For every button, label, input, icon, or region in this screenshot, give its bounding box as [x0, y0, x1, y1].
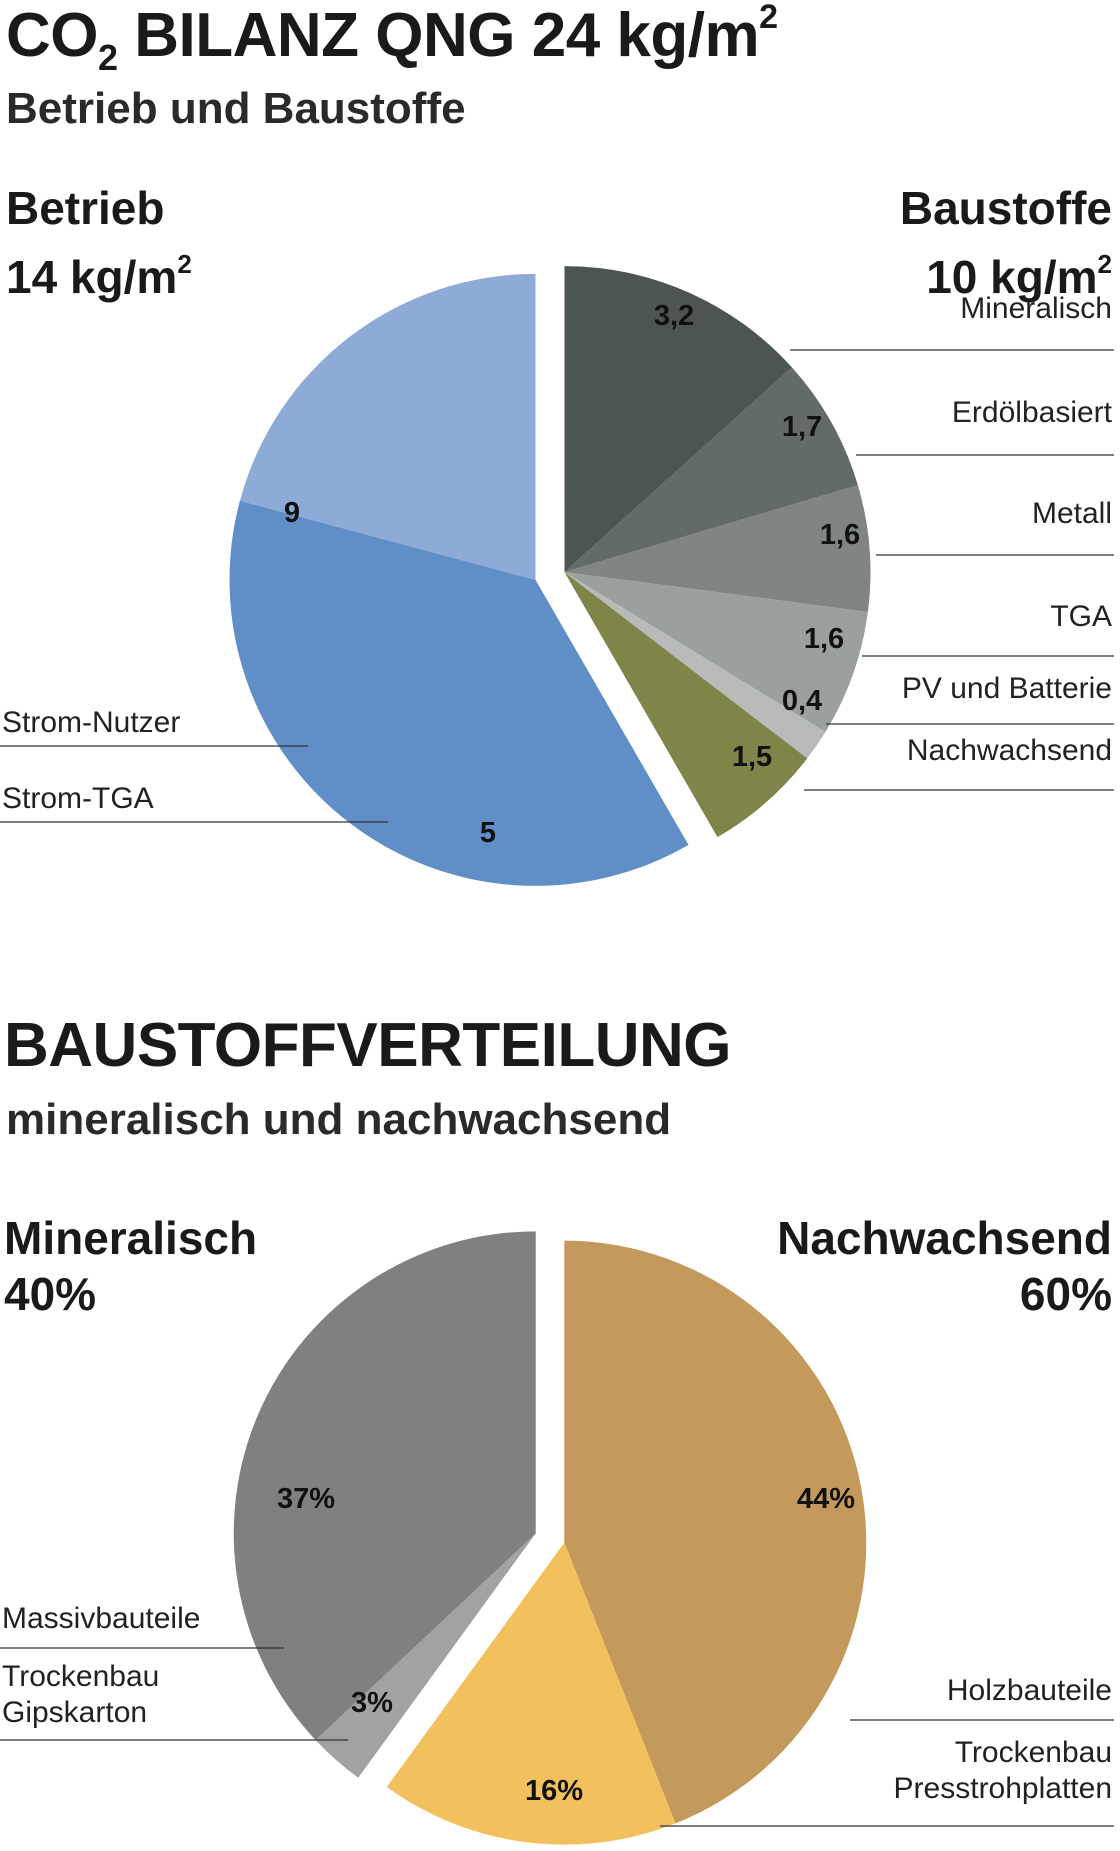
pie2-slice-trockenbau-presstrohplatten: [386, 1542, 676, 1845]
pie1-value-nachwachsend: 1,5: [732, 741, 772, 773]
pie1-value-strom-nutzer: 9: [284, 497, 300, 529]
pie1-label-pv-und-batterie: PV und Batterie: [902, 672, 1112, 705]
chart2-subtitle: mineralisch und nachwachsend: [6, 1095, 672, 1144]
pie2-label-trockenbau-gipskarton: Trockenbau Gipskarton: [2, 1660, 159, 1729]
pie1-slice-mineralisch: [564, 266, 792, 573]
pie1-label-metall: Metall: [1032, 497, 1112, 530]
pie2-value-massivbauteile: 37%: [277, 1483, 335, 1515]
pie1-label-tga: TGA: [1050, 600, 1112, 633]
group-betrieb: Betrieb 14 kg/m2: [6, 180, 192, 305]
pie1-slice-strom-nutzer: [229, 500, 689, 886]
pie1-value-pv-und-batterie: 0,4: [782, 685, 822, 717]
chart2-title: BAUSTOFFVERTEILUNG: [4, 1011, 731, 1080]
pie1-label-nachwachsend: Nachwachsend: [907, 734, 1112, 767]
group-mineralisch-value: 40%: [4, 1268, 97, 1320]
pie1-slice-metall: [564, 485, 871, 613]
pie2-label-trockenbau-presstrohplatten: Trockenbau Presstrohplatten: [894, 1736, 1112, 1805]
pie1-value-mineralisch: 3,2: [654, 300, 694, 332]
group-nachwachsend: Nachwachsend 60%: [777, 1210, 1112, 1322]
group-nachwachsend-value: 60%: [1019, 1268, 1112, 1320]
chart1-subtitle: Betrieb und Baustoffe: [6, 84, 466, 133]
pie1-label-strom-nutzer: Strom-Nutzer: [2, 706, 180, 739]
pie1-label-mineralisch: Mineralisch: [960, 292, 1112, 325]
pie2-value-trockenbau-gipskarton: 3%: [351, 1687, 393, 1719]
pie1-slice-strom-tga: [239, 273, 536, 580]
group-baustoffe-name: Baustoffe: [899, 182, 1112, 234]
pie1-label-strom-tga: Strom-TGA: [2, 782, 154, 815]
pie1-value-strom-tga: 5: [480, 817, 496, 849]
group-betrieb-name: Betrieb: [6, 182, 165, 234]
group-mineralisch: Mineralisch 40%: [4, 1210, 257, 1322]
group-betrieb-value: 14 kg/m2: [6, 249, 192, 303]
pie2-value-holzbauteile: 44%: [797, 1483, 855, 1515]
group-mineralisch-name: Mineralisch: [4, 1212, 258, 1264]
pie1-slice-erdölbasiert: [564, 367, 858, 573]
pie2-label-holzbauteile: Holzbauteile: [947, 1674, 1112, 1707]
pie1-slice-tga: [564, 572, 868, 733]
group-baustoffe: Baustoffe 10 kg/m2: [900, 180, 1112, 305]
group-baustoffe-value: 10 kg/m2: [926, 249, 1112, 303]
pie1-value-tga: 1,6: [804, 623, 844, 655]
pie1-label-erdölbasiert: Erdölbasiert: [952, 396, 1113, 429]
pie1-slice-nachwachsend: [564, 572, 808, 838]
pie2-slice-trockenbau-gipskarton: [315, 1533, 536, 1778]
group-nachwachsend-name: Nachwachsend: [777, 1212, 1112, 1264]
pie1-slice-pv-und-batterie: [564, 572, 826, 759]
chart1-title: CO2 BILANZ QNG 24 kg/m2: [6, 0, 778, 78]
pie2-value-trockenbau-presstrohplatten: 16%: [525, 1775, 583, 1807]
pie2-slice-massivbauteile: [233, 1231, 536, 1741]
pie2-slice-holzbauteile: [564, 1240, 867, 1824]
pie1-value-erdölbasiert: 1,7: [782, 411, 822, 443]
pie1-value-metall: 1,6: [820, 519, 860, 551]
pie2-label-massivbauteile: Massivbauteile: [2, 1602, 200, 1635]
